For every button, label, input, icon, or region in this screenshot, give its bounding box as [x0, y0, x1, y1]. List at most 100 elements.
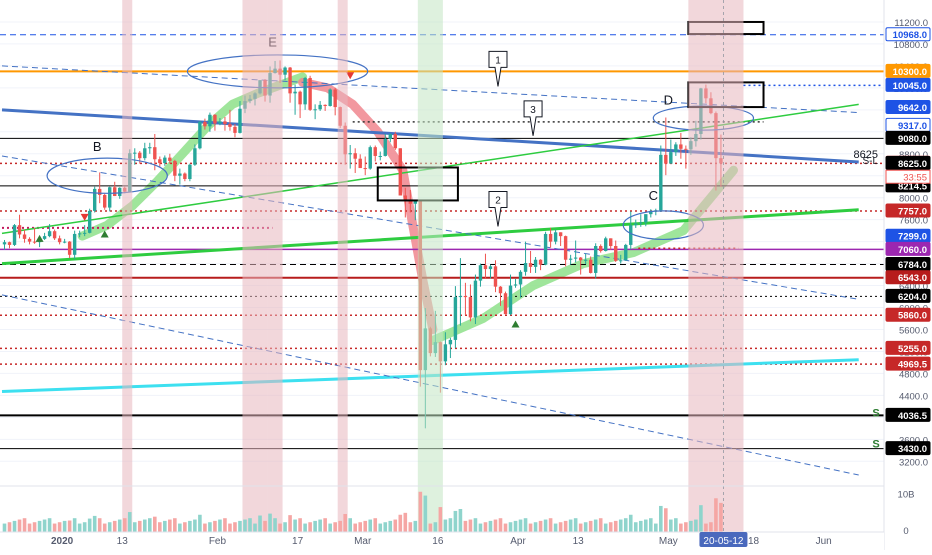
candle-body-5 — [27, 238, 32, 242]
volume-bar-124 — [623, 518, 628, 532]
volume-bar-28 — [142, 519, 147, 532]
candle-body-74 — [373, 147, 377, 156]
volume-bar-51 — [258, 515, 262, 532]
x-tick-label-9: 18 — [748, 536, 760, 547]
candle-body-107 — [538, 259, 543, 265]
volume-bar-8 — [42, 519, 47, 532]
candle-body-31 — [158, 159, 162, 164]
volume-bar-87 — [438, 507, 443, 532]
volume-bar-130 — [654, 523, 658, 532]
volume-bar-129 — [648, 518, 653, 532]
volume-bar-120 — [603, 523, 608, 532]
volume-bar-90 — [453, 510, 458, 532]
volume-bar-20 — [102, 523, 107, 532]
current-price-side-text-2: S-L — [862, 156, 878, 167]
candle-body-110 — [553, 232, 558, 242]
volume-bar-23 — [117, 519, 122, 532]
candle-body-119 — [598, 246, 603, 251]
volume-bar-111 — [558, 522, 563, 532]
volume-bar-109 — [548, 518, 553, 532]
price-label-box-1 — [885, 63, 931, 78]
volume-bar-107 — [538, 520, 543, 532]
candle-body-58 — [293, 91, 297, 94]
volume-bar-11 — [57, 522, 62, 532]
candle-body-112 — [563, 236, 568, 260]
price-label-box-14 — [885, 288, 931, 303]
shaded-column-3 — [337, 0, 348, 532]
price-label-3: 9642.0 — [898, 103, 927, 114]
price-label-7: 8625.0 — [898, 159, 927, 170]
volume-bar-16 — [82, 522, 87, 532]
price-label-box-17 — [885, 356, 931, 371]
volume-bar-12 — [62, 520, 67, 532]
candle-body-23 — [118, 187, 122, 197]
candle-body-131 — [659, 154, 663, 211]
candle-body-78 — [393, 133, 397, 149]
x-tick-label-2: Feb — [209, 536, 227, 547]
volume-bar-30 — [153, 516, 157, 532]
price-label-15: 5860.0 — [898, 311, 927, 322]
x-tick-label-5: 16 — [432, 536, 444, 547]
callout-shape-2 — [488, 190, 508, 227]
volume-bar-128 — [643, 519, 648, 532]
signal-marker-3 — [346, 72, 355, 80]
y-tick-label-8: 6400.0 — [899, 282, 928, 293]
volume-bar-76 — [383, 522, 388, 532]
price-label-box-5 — [885, 130, 931, 145]
candle-body-127 — [639, 222, 643, 224]
candle-body-72 — [363, 168, 367, 170]
volume-bar-79 — [398, 514, 403, 532]
candle-body-102 — [513, 284, 518, 286]
price-label-10: 7299.0 — [898, 232, 927, 243]
volume-bar-73 — [368, 519, 373, 532]
volume-bar-69 — [348, 518, 352, 532]
price-label-11: 7060.0 — [898, 245, 927, 256]
y-tick-label-4: 4800.0 — [899, 369, 928, 380]
volume-bar-89 — [448, 518, 453, 532]
candle-body-2 — [12, 225, 17, 245]
candle-body-60 — [303, 77, 307, 105]
current-price-side-text: 8625 — [854, 149, 878, 161]
volume-bar-9 — [47, 518, 52, 532]
candle-body-134 — [674, 144, 678, 153]
volume-bar-25 — [127, 512, 132, 532]
volume-bar-102 — [513, 520, 518, 532]
signal-marker-2 — [100, 230, 109, 238]
volume-bar-136 — [684, 522, 688, 532]
candle-body-103 — [518, 271, 523, 285]
volume-bar-26 — [132, 522, 137, 532]
candle-body-66 — [333, 89, 337, 108]
candle-body-94 — [473, 280, 478, 318]
candle-body-13 — [67, 241, 72, 255]
volume-bar-116 — [583, 522, 588, 532]
volume-bar-27 — [137, 520, 142, 532]
candle-body-59 — [298, 91, 302, 105]
price-label-4: 9317.0 — [898, 121, 927, 132]
candle-body-19 — [97, 188, 102, 195]
volume-bar-38 — [193, 519, 197, 532]
volume-bar-88 — [443, 519, 448, 532]
volume-bar-65 — [328, 523, 332, 532]
volume-bar-15 — [77, 523, 82, 532]
price-label-8: 8214.5 — [898, 181, 928, 192]
volume-bar-143 — [719, 502, 723, 532]
volume-bar-44 — [223, 518, 227, 532]
candle-body-14 — [72, 233, 77, 255]
volume-bar-62 — [313, 520, 317, 532]
volume-bar-122 — [613, 520, 618, 532]
price-label-5: 9080.0 — [898, 134, 927, 145]
y-tick-label-6: 5600.0 — [899, 325, 928, 336]
countdown-label: 33:55 — [903, 173, 927, 184]
price-label-12: 6784.0 — [898, 260, 927, 271]
candle-body-118 — [593, 246, 598, 273]
candle-body-15 — [77, 233, 82, 235]
candle-body-115 — [578, 257, 583, 261]
volume-bar-31 — [158, 522, 162, 532]
volume-bar-29 — [147, 518, 152, 532]
volume-bar-42 — [213, 520, 217, 532]
volume-bar-86 — [433, 522, 438, 532]
candle-body-124 — [624, 244, 628, 261]
volume-bar-10 — [52, 523, 57, 532]
